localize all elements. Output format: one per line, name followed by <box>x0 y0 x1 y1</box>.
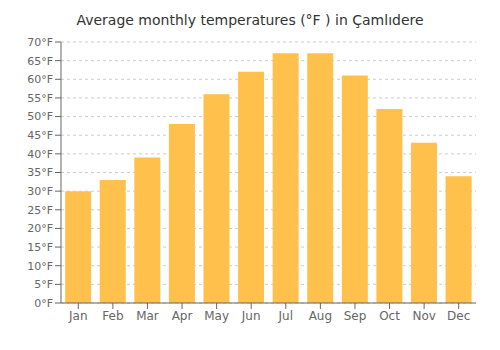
svg-text:45°F: 45°F <box>27 129 53 142</box>
svg-text:35°F: 35°F <box>27 166 53 179</box>
svg-text:Nov: Nov <box>412 309 435 323</box>
svg-text:55°F: 55°F <box>27 92 53 105</box>
svg-text:50°F: 50°F <box>27 110 53 123</box>
svg-text:10°F: 10°F <box>27 260 53 273</box>
svg-text:Jul: Jul <box>278 309 293 323</box>
svg-text:40°F: 40°F <box>27 148 53 161</box>
svg-text:May: May <box>204 309 229 323</box>
svg-text:60°F: 60°F <box>27 73 53 86</box>
svg-text:Mar: Mar <box>136 309 159 323</box>
svg-text:30°F: 30°F <box>27 185 53 198</box>
svg-text:25°F: 25°F <box>27 204 53 217</box>
svg-text:Oct: Oct <box>379 309 400 323</box>
svg-text:20°F: 20°F <box>27 222 53 235</box>
svg-text:Feb: Feb <box>102 309 123 323</box>
svg-text:15°F: 15°F <box>27 241 53 254</box>
html-text:Average monthly temperatures (: Average monthly temperatures (°F ) in Ça… <box>76 12 424 28</box>
svg-text:70°F: 70°F <box>27 36 53 49</box>
svg-text:Apr: Apr <box>172 309 193 323</box>
svg-text:5°F: 5°F <box>34 278 53 291</box>
svg-text:Sep: Sep <box>344 309 367 323</box>
svg-text:Dec: Dec <box>447 309 470 323</box>
svg-text:Aug: Aug <box>309 309 332 323</box>
svg-text:Jan: Jan <box>68 309 88 323</box>
svg-text:Jun: Jun <box>241 309 261 323</box>
svg-text:65°F: 65°F <box>27 55 53 68</box>
svg-text:0°F: 0°F <box>34 297 53 310</box>
